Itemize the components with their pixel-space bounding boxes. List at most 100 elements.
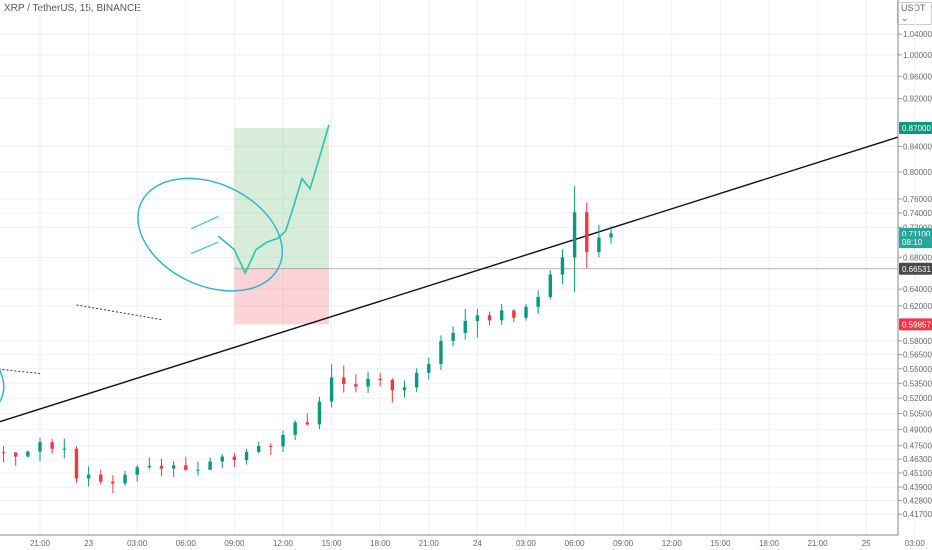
y-tick-label: 0.49000 xyxy=(903,425,932,434)
candle xyxy=(500,303,504,325)
price-tag xyxy=(899,121,932,134)
candle xyxy=(269,443,273,456)
candle xyxy=(171,461,176,477)
candle xyxy=(147,457,152,470)
candle xyxy=(366,371,370,394)
candle-body xyxy=(305,422,309,425)
candle-body xyxy=(329,377,334,402)
y-tick-label: 0.56500 xyxy=(903,351,932,360)
candle-body xyxy=(99,474,103,482)
candle xyxy=(560,249,565,285)
candle-body xyxy=(463,320,467,333)
candle xyxy=(354,374,358,393)
candle-body xyxy=(354,384,358,387)
ellipse-left xyxy=(0,338,5,418)
loss-zone xyxy=(234,268,329,325)
y-tick-label: 0.55000 xyxy=(903,365,932,374)
candle xyxy=(99,469,103,485)
candle-body xyxy=(585,212,589,253)
candle xyxy=(86,466,91,487)
candle-body xyxy=(159,465,164,469)
candle xyxy=(439,335,443,370)
y-tick-label: 0.72000 xyxy=(903,223,932,232)
price-tag xyxy=(899,236,932,249)
candle xyxy=(451,326,455,347)
candle xyxy=(159,458,164,477)
x-tick-label: 21:00 xyxy=(419,539,440,548)
candle xyxy=(74,446,79,484)
candle xyxy=(281,430,285,452)
y-tick-label: 1.04000 xyxy=(903,30,932,39)
candle-body xyxy=(232,456,237,461)
candle-body xyxy=(269,445,273,447)
candle-body xyxy=(38,442,42,452)
drawings xyxy=(0,124,899,423)
y-tick-label: 0.74000 xyxy=(903,209,932,218)
candle xyxy=(208,457,212,471)
candle-body xyxy=(366,378,370,387)
y-tick-label: 0.96000 xyxy=(903,72,932,81)
price-tag-label: 0.71100 xyxy=(902,230,931,239)
x-tick-label: 03:00 xyxy=(905,539,926,548)
price-tag-label: 0.66531 xyxy=(902,265,931,274)
candle-body xyxy=(414,372,419,388)
candle xyxy=(390,378,395,403)
candle-body xyxy=(572,212,577,258)
candle xyxy=(50,439,54,454)
candle-body xyxy=(111,481,115,484)
candle xyxy=(244,448,249,465)
symbol-title: XRP / TetherUS, 15, BINANCE xyxy=(4,3,141,14)
candle xyxy=(585,202,589,269)
candle-body xyxy=(147,465,152,468)
trendline xyxy=(0,136,899,423)
x-tick-label: 12:00 xyxy=(662,539,683,548)
candle-body xyxy=(402,387,407,391)
candle-body xyxy=(50,442,54,449)
y-tick-label: 0.58000 xyxy=(903,337,932,346)
projection-path xyxy=(217,124,330,275)
candle xyxy=(123,470,127,486)
price-tag xyxy=(899,262,932,275)
y-tick-label: 0.47500 xyxy=(903,442,932,451)
y-tick-label: 0.76000 xyxy=(903,195,932,204)
y-tick-label: 0.45100 xyxy=(903,469,932,478)
candle-body xyxy=(597,237,601,253)
candle xyxy=(572,186,577,292)
candle-body xyxy=(524,306,528,318)
candle-body xyxy=(196,469,200,471)
candle xyxy=(342,365,346,393)
candles xyxy=(1,186,613,494)
resistance-dotted xyxy=(0,368,41,375)
candle-body xyxy=(281,434,285,447)
x-tick-label: 03:00 xyxy=(127,539,148,548)
candle-body xyxy=(609,233,613,238)
position-zones xyxy=(234,127,898,325)
candle xyxy=(329,364,334,408)
y-tick-label: 0.53500 xyxy=(903,379,932,388)
price-tag-label: 0.87000 xyxy=(902,124,931,133)
candle-body xyxy=(86,474,91,479)
candle xyxy=(26,450,30,458)
candle-body xyxy=(536,296,540,307)
candle xyxy=(196,461,200,476)
y-tick-label: 0.43900 xyxy=(903,483,932,492)
candle-body xyxy=(257,445,261,452)
price-tag xyxy=(899,318,932,331)
candle-body xyxy=(208,461,212,470)
candle-body xyxy=(548,274,552,297)
x-tick-label: 09:00 xyxy=(224,539,245,548)
x-tick-label: 18:00 xyxy=(759,539,780,548)
candle xyxy=(184,456,188,471)
candle xyxy=(38,437,42,462)
candle-body xyxy=(512,310,516,318)
x-tick-label: 23 xyxy=(84,539,93,548)
y-tick-label: 1.00000 xyxy=(903,51,932,60)
x-tick-label: 18:00 xyxy=(370,539,391,548)
candle xyxy=(463,308,467,340)
candle xyxy=(548,270,552,300)
candle xyxy=(524,304,528,321)
x-tick-label: 25 xyxy=(862,539,871,548)
candle-body xyxy=(26,451,30,457)
